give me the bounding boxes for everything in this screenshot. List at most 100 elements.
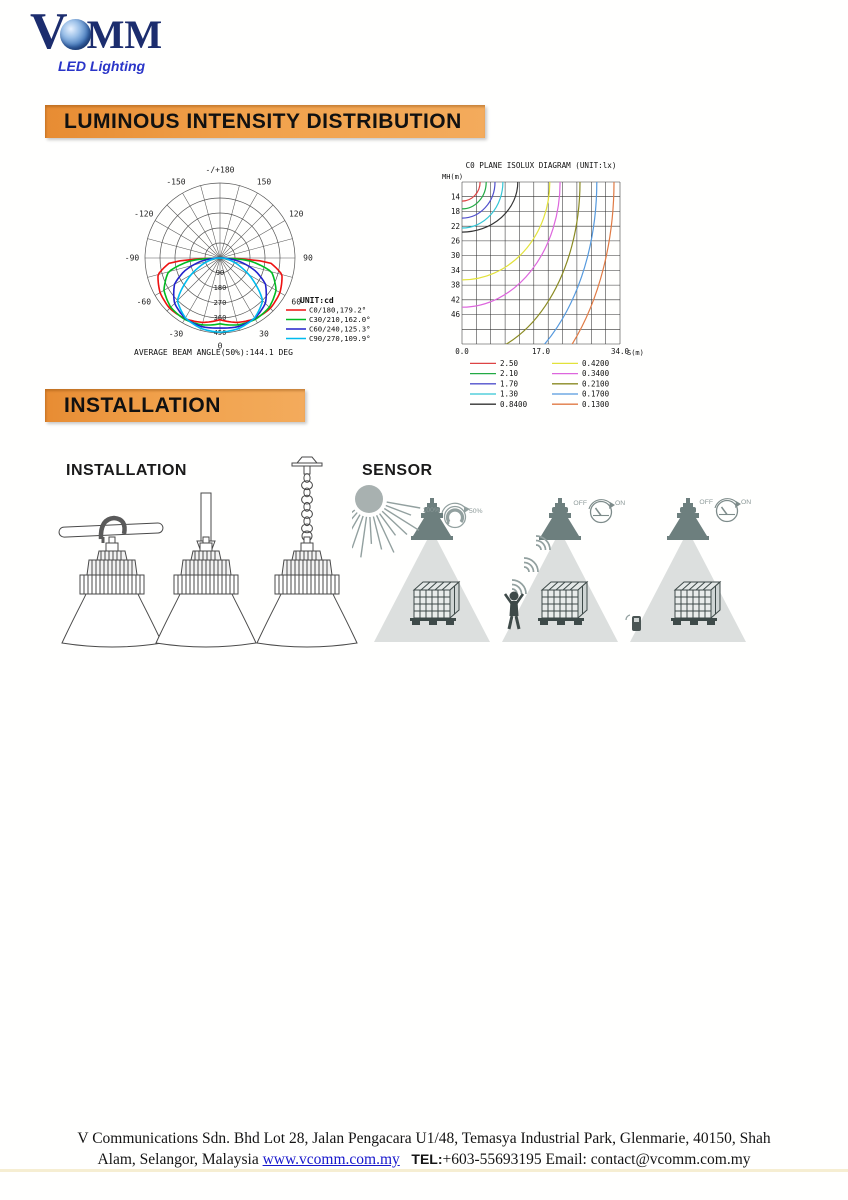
svg-text:-150: -150: [166, 177, 185, 186]
brand-tagline: LED Lighting: [58, 58, 146, 74]
svg-text:180: 180: [214, 284, 227, 292]
svg-text:-120: -120: [134, 210, 153, 219]
polar-chart-svg: -/+180 -150 150 -120 120 -90 90 -60 60 -30 30 0 90 18…: [125, 166, 371, 358]
svg-text:0.1700: 0.1700: [582, 390, 610, 399]
isolux-contour: [462, 182, 551, 281]
footer-line2: Alam, Selangor, Malaysia www.vcomm.com.m…: [54, 1149, 794, 1170]
installation-banner: INSTALLATION: [45, 389, 305, 422]
svg-text:50%: 50%: [469, 508, 483, 515]
svg-text:-/+180: -/+180: [206, 166, 235, 175]
svg-text:90: 90: [216, 269, 224, 277]
footer-address: V Communications Sdn. Bhd Lot 28, Jalan …: [54, 1128, 794, 1170]
svg-text:C60/240,125.3°: C60/240,125.3°: [309, 325, 371, 334]
isolux-contours: [462, 182, 615, 344]
person-icon: [503, 591, 525, 630]
globe-icon: [59, 19, 91, 50]
fixture-drawing-svg: [256, 456, 358, 648]
sensor-scene-daylight-dimming: 100% 50%: [327, 484, 512, 646]
isolux-contour: [462, 182, 504, 229]
pallet-icon: [671, 618, 717, 625]
sun-icon: [327, 485, 421, 558]
motion-waves-icon: [523, 557, 539, 573]
polar-intensity-chart: -/+180 -150 150 -120 120 -90 90 -60 60 -30 30 0 90 18…: [110, 156, 390, 371]
svg-text:30: 30: [259, 330, 269, 339]
svg-text:0.1300: 0.1300: [582, 400, 610, 409]
website-link[interactable]: www.vcomm.com.my: [262, 1151, 400, 1168]
polar-series: [163, 257, 277, 326]
pallet-crate-icon: [412, 580, 461, 620]
install-fixture-rod-mount: [141, 447, 271, 652]
svg-text:0.4200: 0.4200: [582, 359, 610, 368]
isolux-contour: [571, 182, 615, 344]
svg-text:C30/210,162.0°: C30/210,162.0°: [309, 315, 371, 324]
svg-text:0.3400: 0.3400: [582, 369, 610, 378]
svg-text:60: 60: [291, 298, 301, 307]
svg-text:0.8400: 0.8400: [500, 400, 528, 409]
highbay-fixture-icon: [667, 498, 709, 540]
installation-section-title: INSTALLATION: [66, 462, 187, 479]
svg-text:C0 PLANE ISOLUX DIAGRAM (UNIT:: C0 PLANE ISOLUX DIAGRAM (UNIT:lx): [466, 161, 617, 170]
svg-text:38: 38: [451, 281, 461, 290]
on-off-switch-icon: [714, 498, 741, 523]
svg-text:1.70: 1.70: [500, 379, 519, 388]
svg-text:17.0: 17.0: [532, 347, 551, 356]
svg-text:-90: -90: [125, 254, 140, 263]
svg-text:360: 360: [214, 314, 227, 322]
motion-waves-icon: [535, 535, 551, 551]
pallet-crate-icon: [673, 580, 722, 620]
luminous-intensity-banner: LUMINOUS INTENSITY DISTRIBUTION: [45, 105, 485, 138]
svg-text:34: 34: [451, 266, 461, 275]
svg-text:UNIT:cd: UNIT:cd: [300, 296, 334, 305]
sensor-daylight-svg: 100% 50%: [327, 485, 490, 642]
svg-text:26: 26: [451, 237, 461, 246]
polar-series: [157, 257, 283, 324]
svg-text:-30: -30: [169, 330, 184, 339]
footer-line2-suffix: +603-55693195 Email: contact@vcomm.com.m…: [442, 1151, 751, 1168]
brand-wordmark: V MM: [30, 6, 250, 58]
footer-tel-label: TEL:: [411, 1151, 443, 1167]
isolux-contour: [462, 182, 487, 210]
sensor-remote-svg: OFF ON: [625, 498, 751, 642]
svg-text:46: 46: [451, 310, 461, 319]
svg-text:ON: ON: [741, 499, 751, 506]
highbay-fixture-icon: [411, 498, 453, 540]
remote-control-icon: [625, 614, 641, 631]
sensor-scene-motion-detect: OFF ON: [488, 484, 638, 646]
isolux-contour: [462, 182, 481, 202]
svg-text:C0/180,179.2°: C0/180,179.2°: [309, 306, 366, 315]
brand-letters-mm: MM: [86, 12, 163, 57]
svg-text:2.50: 2.50: [500, 359, 519, 368]
svg-text:C90/270,109.9°: C90/270,109.9°: [309, 334, 371, 343]
install-fixture-chain-mount: [242, 447, 372, 652]
isolux-contour: [505, 182, 581, 344]
svg-text:100%: 100%: [423, 507, 440, 514]
svg-text:0: 0: [218, 342, 223, 351]
footer-line2-prefix: Alam, Selangor, Malaysia: [97, 1151, 263, 1168]
svg-text:30: 30: [451, 251, 461, 260]
vcomm-logo: V MM LED Lighting: [30, 6, 250, 78]
svg-text:42: 42: [451, 295, 460, 304]
svg-text:2.10: 2.10: [500, 369, 519, 378]
svg-text:OFF: OFF: [573, 500, 587, 507]
svg-text:90: 90: [303, 254, 313, 263]
polar-series: [172, 257, 268, 329]
svg-text:150: 150: [257, 177, 272, 186]
pallet-crate-icon: [540, 580, 589, 620]
isolux-contour: [462, 182, 519, 233]
dimmer-dial-icon: [441, 502, 470, 529]
svg-text:18: 18: [451, 207, 461, 216]
isolux-contour: [462, 182, 561, 308]
pallet-icon: [410, 618, 456, 625]
svg-text:120: 120: [289, 210, 304, 219]
install-fixture-pipe-mount: [47, 447, 177, 652]
isolux-contour: [543, 182, 598, 344]
isolux-contour: [462, 182, 496, 219]
polar-series: [176, 257, 264, 334]
isolux-chart-svg: C0 PLANE ISOLUX DIAGRAM (UNIT:lx)MH(m) 14…: [442, 161, 644, 409]
luminous-banner-label: LUMINOUS INTENSITY DISTRIBUTION: [64, 109, 462, 133]
svg-text:ON: ON: [615, 500, 625, 507]
svg-text:-60: -60: [137, 298, 152, 307]
sensor-motion-svg: OFF ON: [502, 498, 625, 642]
isolux-diagram-chart: C0 PLANE ISOLUX DIAGRAM (UNIT:lx) MH(m) 14…: [440, 156, 655, 412]
